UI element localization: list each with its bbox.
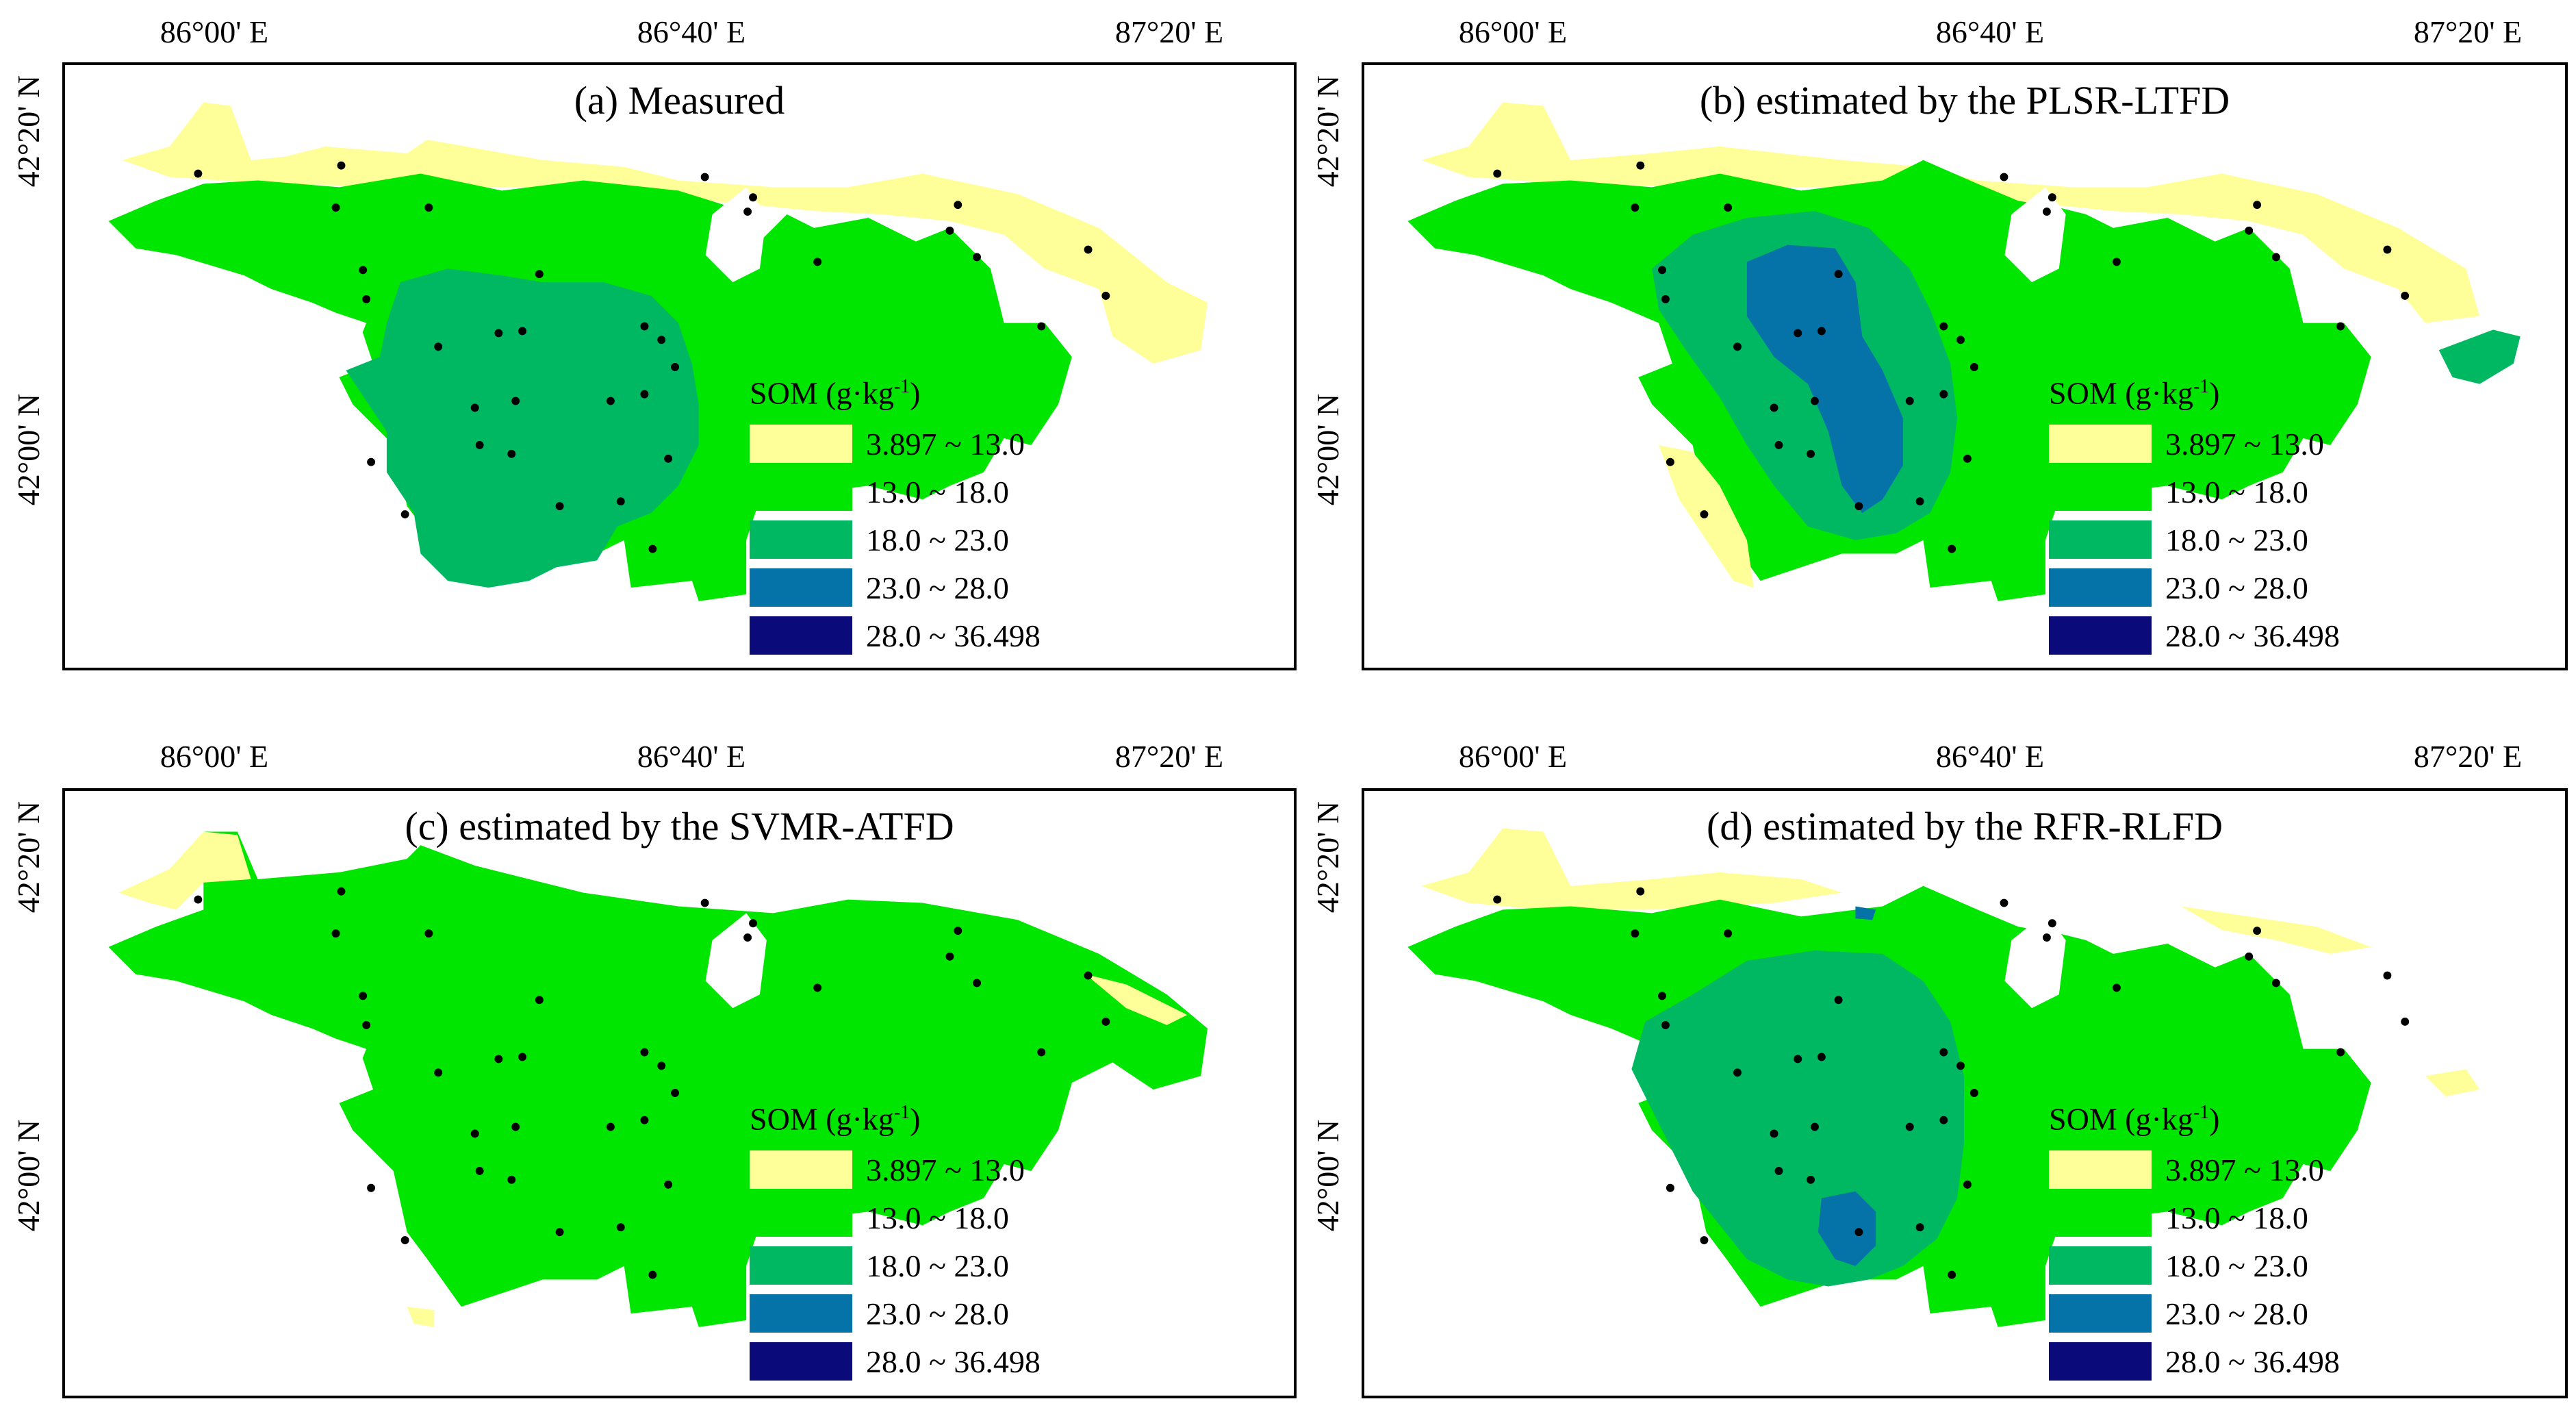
zone-low-east: [2181, 906, 2371, 954]
y-tick-label: 42°00' N: [1310, 1119, 1346, 1232]
sample-points: [1493, 887, 2410, 1279]
legend-item: 28.0 ~ 36.498: [2049, 612, 2340, 659]
zone-low: [122, 102, 1208, 364]
y-tick-label: 42°20' N: [1310, 75, 1346, 188]
x-tick-label: 87°20' E: [1114, 14, 1224, 49]
map-panel-b: (b) estimated by the PLSR-LTFD SOM (g·kg…: [1362, 62, 2568, 670]
river-gap: [318, 1035, 367, 1083]
zone-upper-east: [2438, 329, 2521, 384]
sample-points: [194, 161, 1110, 553]
map-panel-c: (c) estimated by the SVMR-ATFD SOM (g·kg…: [62, 788, 1297, 1398]
zone-low-east: [1085, 974, 1188, 1025]
legend-item: 3.897 ~ 13.0: [750, 420, 1037, 468]
map-c: [108, 831, 1208, 1327]
zone-high-north: [1855, 906, 1876, 920]
sample-points: [194, 887, 1110, 1279]
y-tick-label: 42°00' N: [1310, 393, 1346, 506]
legend-item: 3.897 ~ 13.0: [2049, 420, 2336, 468]
legend-item: 28.0 ~ 36.498: [2049, 1337, 2340, 1385]
zone-upper: [346, 268, 699, 588]
y-tick-label: 42°20' N: [11, 75, 47, 188]
legend: SOM (g·kg-1) 3.897 ~ 13.0 13.0 ~ 18.0 18…: [750, 1092, 1041, 1385]
legend-title: SOM (g·kg-1): [2049, 1101, 2220, 1137]
panel-title: (c) estimated by the SVMR-ATFD: [405, 804, 954, 848]
x-tick-label: 86°40' E: [637, 739, 746, 774]
legend-title: SOM (g·kg-1): [750, 1101, 921, 1137]
x-tick-label: 86°40' E: [1935, 739, 2045, 774]
panel-title: (b) estimated by the PLSR-LTFD: [1699, 78, 2230, 123]
map-a: [108, 102, 1208, 601]
legend-item: 13.0 ~ 18.0: [2049, 1194, 2336, 1242]
y-tick-label: 42°00' N: [11, 393, 47, 506]
x-tick-label: 87°20' E: [1114, 739, 1224, 774]
legend-item: 13.0 ~ 18.0: [750, 1194, 1037, 1242]
map-d: [1407, 828, 2480, 1327]
x-tick-label: 86°00' E: [160, 14, 269, 49]
legend-item: 18.0 ~ 23.0: [750, 516, 1037, 564]
x-tick-label: 86°40' E: [1935, 14, 2045, 49]
legend-item: 28.0 ~ 36.498: [750, 612, 1041, 659]
zone-low: [1421, 102, 2480, 323]
legend-item: 13.0 ~ 18.0: [750, 468, 1037, 516]
legend: SOM (g·kg-1) 3.897 ~ 13.0 13.0 ~ 18.0 18…: [750, 366, 1041, 659]
map-panel-a: (a) Measured SOM (g·kg-1) 3.897 ~ 13.0 1…: [62, 62, 1297, 670]
legend-item: 18.0 ~ 23.0: [2049, 1242, 2336, 1289]
river-gap: [318, 309, 367, 357]
legend-title: SOM (g·kg-1): [750, 375, 921, 411]
panel-title: (a) Measured: [574, 78, 785, 123]
legend-item: 3.897 ~ 13.0: [2049, 1146, 2336, 1194]
legend-item: 18.0 ~ 23.0: [2049, 516, 2336, 564]
legend-item: 23.0 ~ 28.0: [750, 1289, 1037, 1337]
zone-upper: [1631, 950, 1965, 1287]
y-tick-label: 42°20' N: [11, 801, 47, 914]
legend-item: 28.0 ~ 36.498: [750, 1337, 1041, 1385]
legend: SOM (g·kg-1) 3.897 ~ 13.0 13.0 ~ 18.0 18…: [2049, 1092, 2340, 1385]
x-tick-label: 86°40' E: [637, 14, 746, 49]
legend-item: 23.0 ~ 28.0: [2049, 1289, 2336, 1337]
legend: SOM (g·kg-1) 3.897 ~ 13.0 13.0 ~ 18.0 18…: [2049, 366, 2340, 659]
zone-low: [1421, 828, 1842, 910]
zone-high: [1818, 1191, 1876, 1266]
x-tick-label: 87°20' E: [2413, 14, 2523, 49]
x-tick-label: 86°00' E: [160, 739, 269, 774]
legend-item: 3.897 ~ 13.0: [750, 1146, 1037, 1194]
sample-points: [1493, 161, 2410, 553]
map-b: [1407, 102, 2521, 601]
zone-high: [1746, 244, 1903, 514]
x-tick-label: 86°00' E: [1458, 739, 1568, 774]
zone-low-southeast: [2425, 1069, 2480, 1096]
x-tick-label: 87°20' E: [2413, 739, 2523, 774]
legend-item: 23.0 ~ 28.0: [2049, 564, 2336, 612]
y-tick-label: 42°00' N: [11, 1119, 47, 1232]
legend-item: 23.0 ~ 28.0: [750, 564, 1037, 612]
map-panel-d: (d) estimated by the RFR-RLFD SOM (g·kg-…: [1362, 788, 2568, 1398]
zone-low-south: [407, 1307, 435, 1327]
zone-low: [118, 831, 251, 910]
x-tick-label: 86°00' E: [1458, 14, 1568, 49]
legend-item: 13.0 ~ 18.0: [2049, 468, 2336, 516]
zone-mid: [108, 831, 1208, 1327]
legend-title: SOM (g·kg-1): [2049, 375, 2220, 411]
y-tick-label: 42°20' N: [1310, 801, 1346, 914]
legend-item: 18.0 ~ 23.0: [750, 1242, 1037, 1289]
panel-title: (d) estimated by the RFR-RLFD: [1707, 804, 2223, 848]
